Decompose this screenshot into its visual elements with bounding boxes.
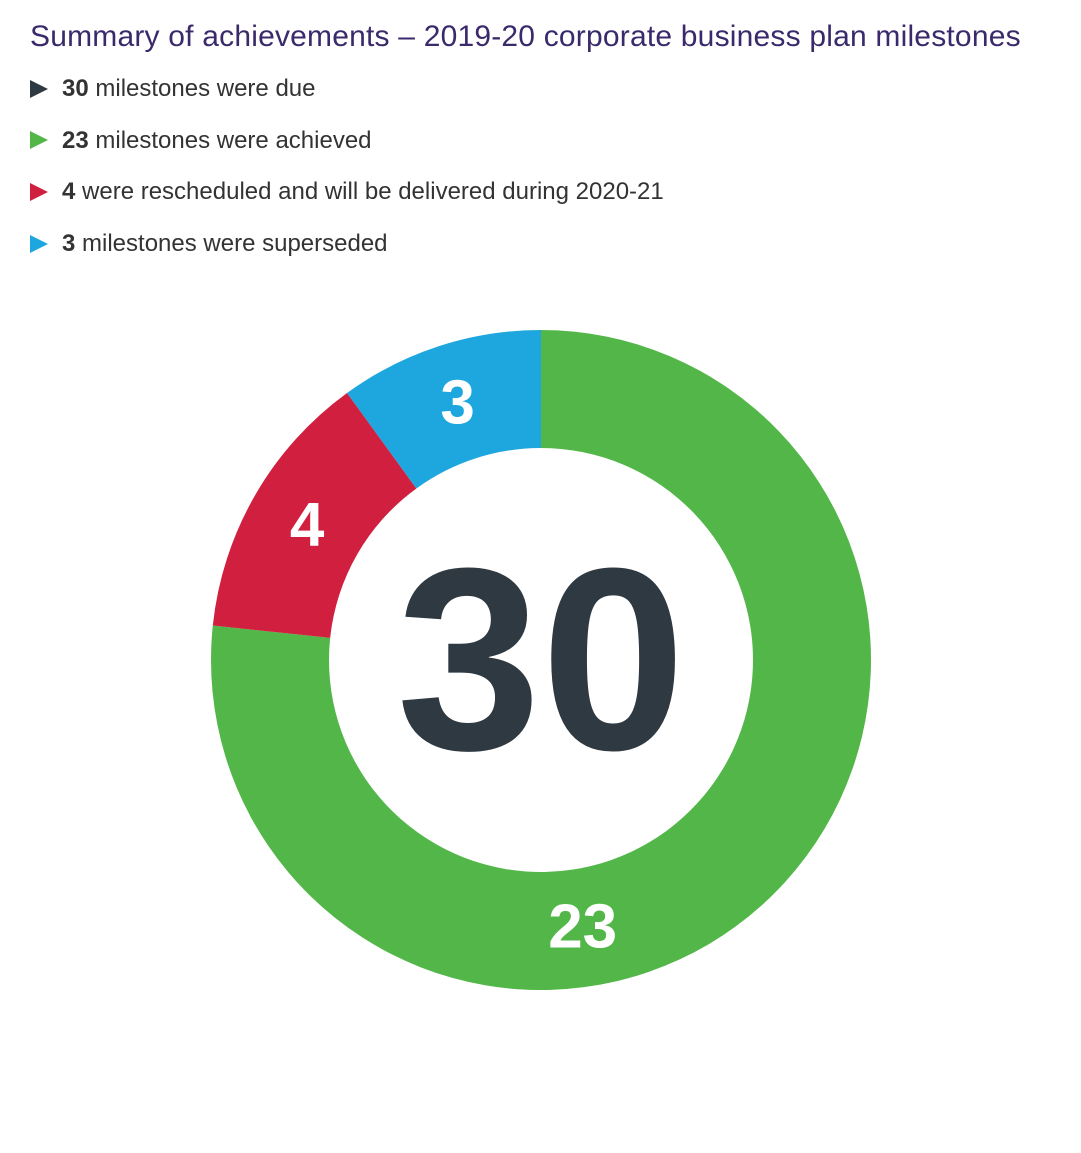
legend-item-value: 3 bbox=[62, 230, 75, 257]
legend-item-label: 4 were rescheduled and will be delivered… bbox=[62, 175, 664, 209]
donut-slice-label-superseded: 3 bbox=[440, 369, 474, 438]
page: Summary of achievements – 2019-20 corpor… bbox=[0, 0, 1081, 1040]
donut-center-value: 30 bbox=[396, 515, 685, 805]
legend-item-text: milestones were achieved bbox=[89, 127, 372, 154]
legend-item: 30 milestones were due bbox=[30, 72, 1051, 106]
legend-item: 23 milestones were achieved bbox=[30, 124, 1051, 158]
legend-item-value: 30 bbox=[62, 75, 89, 102]
legend-item-value: 4 bbox=[62, 178, 75, 205]
donut-chart-container: 23 4 3 30 bbox=[30, 300, 1051, 1020]
legend-item-label: 23 milestones were achieved bbox=[62, 124, 372, 158]
donut-slice-label-rescheduled: 4 bbox=[289, 491, 324, 560]
legend-item-label: 3 milestones were superseded bbox=[62, 227, 388, 261]
legend-item: 3 milestones were superseded bbox=[30, 227, 1051, 261]
legend-item-label: 30 milestones were due bbox=[62, 72, 315, 106]
legend-item-text: milestones were due bbox=[89, 75, 316, 102]
legend-item: 4 were rescheduled and will be delivered… bbox=[30, 175, 1051, 209]
triangle-icon bbox=[30, 183, 48, 201]
legend-item-text: were rescheduled and will be delivered d… bbox=[75, 178, 663, 205]
triangle-icon bbox=[30, 235, 48, 253]
donut-chart: 23 4 3 30 bbox=[181, 300, 901, 1020]
page-title: Summary of achievements – 2019-20 corpor… bbox=[30, 20, 1051, 54]
legend-item-value: 23 bbox=[62, 127, 89, 154]
triangle-icon bbox=[30, 131, 48, 149]
legend-item-text: milestones were superseded bbox=[75, 230, 387, 257]
donut-slice-label-achieved: 23 bbox=[548, 893, 617, 962]
legend-list: 30 milestones were due23 milestones were… bbox=[30, 72, 1051, 260]
triangle-icon bbox=[30, 80, 48, 98]
